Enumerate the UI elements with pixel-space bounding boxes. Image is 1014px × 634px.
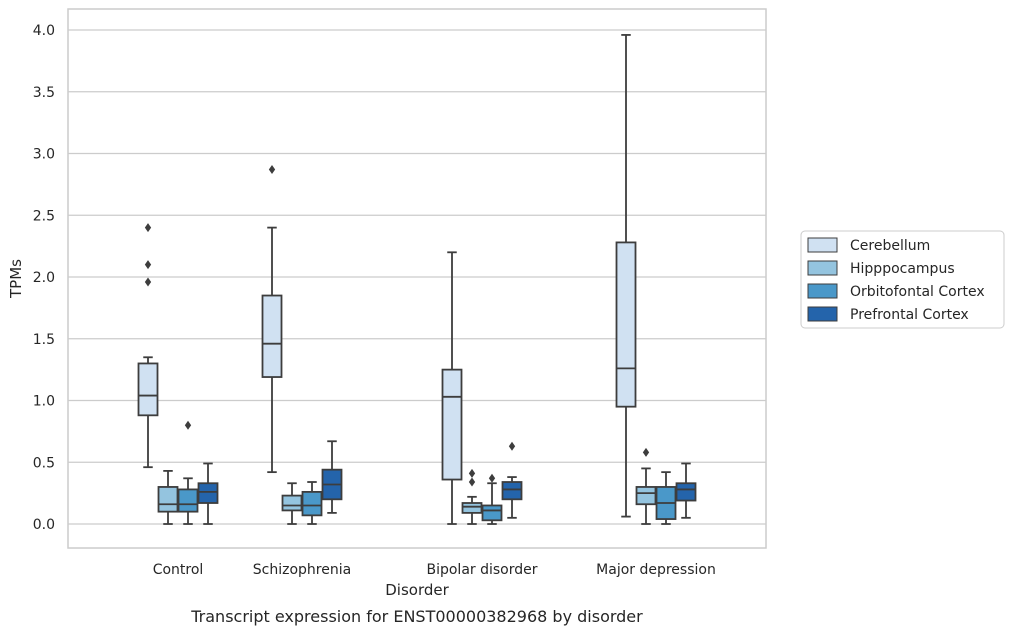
y-axis-label: TPMs xyxy=(7,259,25,299)
legend: Cerebellum Hipppocampus Orbitofontal Corte… xyxy=(800,230,1005,329)
box-orbitofontal-cortex-control xyxy=(177,420,199,525)
box-orbitofontal-cortex-major-depression xyxy=(655,471,677,525)
box-hipppocampus-major-depression xyxy=(635,447,657,525)
box-series xyxy=(137,34,697,525)
legend-swatch xyxy=(807,306,838,322)
box-cerebellum-bipolar-disorder xyxy=(441,251,463,525)
box-iqr xyxy=(481,504,503,522)
box-iqr xyxy=(675,482,697,502)
outlier-point xyxy=(144,223,152,233)
legend-swatch xyxy=(807,260,838,276)
y-tick-label: 2.0 xyxy=(33,270,55,286)
box-iqr xyxy=(615,241,637,408)
box-cerebellum-control xyxy=(137,223,159,469)
y-tick-label: 2.5 xyxy=(33,208,55,224)
box-prefrontal-cortex-major-depression xyxy=(675,462,697,519)
box-orbitofontal-cortex-schizophrenia xyxy=(301,481,323,525)
outlier-point xyxy=(488,473,496,483)
box-iqr xyxy=(635,486,657,506)
box-iqr xyxy=(501,481,523,501)
box-iqr xyxy=(137,362,159,417)
y-tick-label: 1.5 xyxy=(33,332,55,348)
outlier-point xyxy=(268,165,276,175)
box-prefrontal-cortex-bipolar-disorder xyxy=(501,441,523,519)
box-hipppocampus-bipolar-disorder xyxy=(461,468,483,525)
box-iqr xyxy=(157,486,179,513)
box-iqr xyxy=(197,482,219,504)
box-cerebellum-schizophrenia xyxy=(261,165,283,474)
box-iqr xyxy=(301,490,323,517)
x-tick-label: Bipolar disorder xyxy=(426,562,537,578)
legend-label: Cerebellum xyxy=(850,238,930,254)
y-tick-label: 0.5 xyxy=(33,455,55,471)
y-tick-label: 3.5 xyxy=(33,85,55,101)
box-iqr xyxy=(461,502,483,514)
x-tick-label: Control xyxy=(153,562,204,578)
outlier-point xyxy=(468,468,476,478)
outlier-point xyxy=(184,420,192,430)
legend-label: Orbitofontal Cortex xyxy=(850,284,985,300)
x-axis-ticks: Control Schizophrenia Bipolar disorder Majo… xyxy=(153,562,716,578)
box-prefrontal-cortex-control xyxy=(197,462,219,525)
box-cerebellum-major-depression xyxy=(615,34,637,518)
y-tick-label: 3.0 xyxy=(33,147,55,163)
legend-label: Hipppocampus xyxy=(850,261,955,277)
box-iqr xyxy=(441,368,463,481)
x-tick-label: Major depression xyxy=(596,562,716,578)
y-tick-label: 0.0 xyxy=(33,517,55,533)
legend-label: Prefrontal Cortex xyxy=(850,307,969,323)
plot-frame xyxy=(67,8,767,549)
box-hipppocampus-control xyxy=(157,469,179,525)
y-tick-label: 1.0 xyxy=(33,394,55,410)
y-tick-label: 4.0 xyxy=(33,23,55,39)
box-orbitofontal-cortex-bipolar-disorder xyxy=(481,473,503,525)
outlier-point xyxy=(144,277,152,287)
legend-swatch xyxy=(807,237,838,253)
outlier-point xyxy=(144,260,152,270)
outlier-point xyxy=(468,477,476,487)
x-axis-label: Disorder xyxy=(385,581,449,599)
legend-swatch xyxy=(807,283,838,299)
outlier-point xyxy=(642,447,650,457)
chart-caption: Transcript expression for ENST0000038296… xyxy=(190,607,643,626)
y-axis-ticks: 0.0 0.5 1.0 1.5 2.0 2.5 3.0 3.5 4.0 xyxy=(33,23,55,533)
x-tick-label: Schizophrenia xyxy=(253,562,351,578)
box-iqr xyxy=(261,294,283,378)
plot-border xyxy=(67,8,767,549)
box-iqr xyxy=(281,494,303,512)
box-prefrontal-cortex-schizophrenia xyxy=(321,440,343,514)
box-hipppocampus-schizophrenia xyxy=(281,482,303,525)
box-iqr xyxy=(177,488,199,513)
outlier-point xyxy=(508,441,516,451)
legend-box xyxy=(800,230,1005,329)
grid-lines xyxy=(68,29,766,525)
